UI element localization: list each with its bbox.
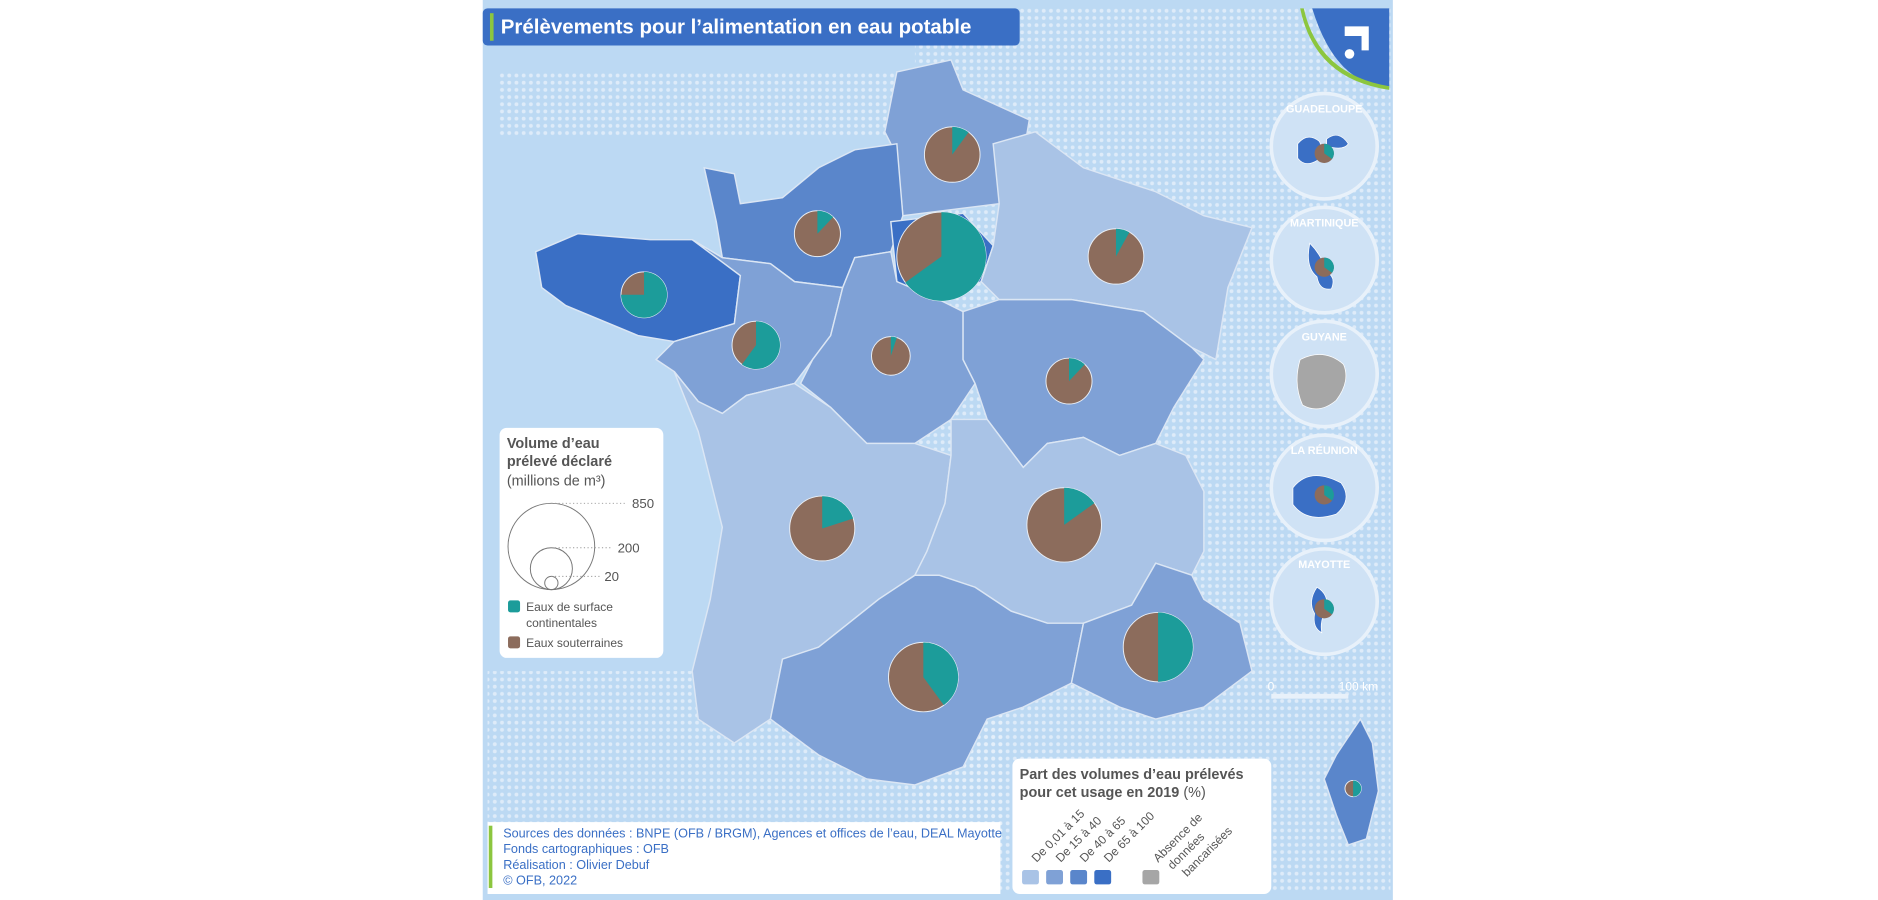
inset-label: MAYOTTE: [1298, 559, 1350, 571]
legend-volume: [499, 427, 664, 658]
drop-icon: [1344, 49, 1355, 59]
legend-swatch: [508, 636, 521, 649]
pie-slice: [905, 212, 987, 301]
pie: [1087, 228, 1145, 285]
pie-slice: [741, 321, 780, 370]
class-swatch: [1046, 870, 1063, 885]
pie: [793, 210, 841, 258]
pies: [620, 126, 1362, 798]
pie: [923, 126, 981, 183]
size-circle: [544, 575, 559, 591]
size-legend: 850 200 20: [507, 496, 654, 591]
overseas-insets: GUADELOUPE MARTINIQUE GUYANE LA RÉUNION MAYO…: [1269, 91, 1380, 657]
legend-label: Eaux de surface: [526, 600, 613, 614]
pie-slice: [822, 496, 854, 529]
dot-pattern: [499, 71, 897, 138]
legend-title: Part des volumes d’eau prélevés: [1020, 767, 1244, 783]
inset-pie-slice: [1324, 485, 1334, 501]
inset-label: LA RÉUNION: [1291, 444, 1358, 457]
sources-accent: [488, 825, 493, 889]
inset-label: GUYANE: [1302, 331, 1347, 343]
pie-slice: [952, 126, 969, 155]
pie-slice: [1064, 487, 1095, 525]
pie-slice: [621, 271, 668, 318]
legend-title: pour cet usage en 2019: [1020, 785, 1180, 801]
pie-slice: [923, 642, 959, 706]
source-line: © OFB, 2022: [503, 873, 577, 887]
legend-title: prélevé déclaré: [507, 454, 612, 470]
sources-box: [487, 822, 1001, 895]
pie-slice: [890, 336, 897, 356]
type-legend: Eaux de surface continentales Eaux souterr…: [508, 600, 623, 650]
pie-slice: [817, 210, 834, 234]
legend-title: Volume d’eau: [507, 436, 600, 452]
size-label: 20: [604, 569, 619, 584]
legend-unit: (millions de m³): [507, 473, 606, 489]
inset-label: MARTINIQUE: [1290, 218, 1359, 230]
legend-title: pour cet usage en 2019 (%): [1020, 785, 1206, 801]
legend-swatch: [508, 600, 521, 613]
class-swatch: [1070, 870, 1088, 885]
logo: [1312, 8, 1390, 87]
map-title: Prélèvements pour l’alimentation en eau …: [501, 17, 972, 39]
inset-pie-slice: [1324, 257, 1334, 273]
inset-pie-slice: [1324, 143, 1334, 160]
title-accent: [489, 13, 494, 41]
sources: Sources des données : BNPE (OFB / BRGM),…: [503, 827, 1002, 888]
size-label: 200: [618, 541, 640, 556]
tap-icon: [1344, 26, 1369, 51]
logo-accent: [1300, 8, 1390, 90]
pie-slice: [1158, 612, 1193, 682]
legend-unit: (%): [1183, 785, 1205, 801]
scale-label: 0: [1268, 679, 1275, 693]
source-line: Réalisation : Olivier Debuf: [503, 858, 650, 872]
class-swatch: [1094, 870, 1112, 885]
size-label: 850: [632, 496, 654, 511]
legend-label: continentales: [526, 616, 597, 630]
pie-slice: [1115, 228, 1130, 257]
pie-slice: [1353, 780, 1362, 797]
legend-label: Eaux souterraines: [526, 636, 623, 650]
class-swatch: [1142, 870, 1160, 885]
class-swatch: [1022, 870, 1039, 885]
scale-bar: [1271, 693, 1349, 699]
pie-slice: [1069, 358, 1085, 382]
inset-pie-slice: [1324, 599, 1334, 615]
source-line: Fonds cartographiques : OFB: [503, 842, 669, 856]
inset-land: [1296, 354, 1347, 410]
source-line: Sources des données : BNPE (OFB / BRGM),…: [503, 827, 1002, 841]
scale-label: 100 km: [1339, 679, 1378, 693]
title-banner: [482, 8, 1020, 46]
inset-label: GUADELOUPE: [1286, 104, 1362, 116]
legend-share: [1012, 758, 1272, 895]
